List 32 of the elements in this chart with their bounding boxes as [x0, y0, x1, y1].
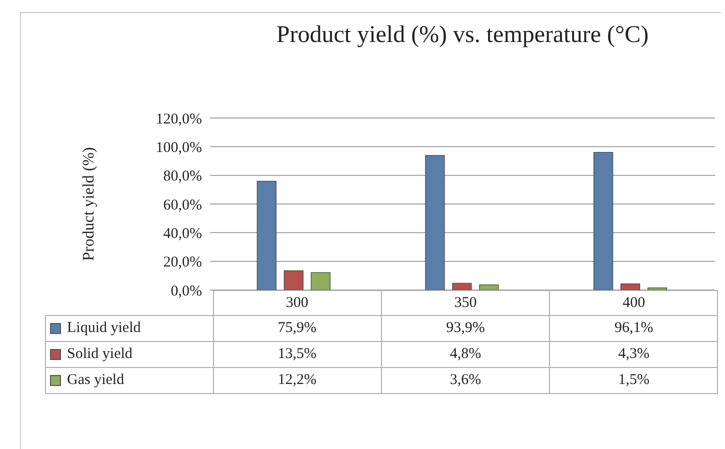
bar	[284, 270, 304, 290]
y-tick-label: 100,0%	[156, 140, 202, 156]
bar	[256, 180, 276, 290]
data-label: 93,9%	[381, 316, 550, 342]
chart-title: Product yield (%) vs. temperature (°C)	[275, 22, 650, 49]
y-tick-label: 40,0%	[163, 226, 202, 242]
data-label: 96,1%	[550, 316, 718, 342]
bar	[620, 284, 640, 290]
data-label: 75,9%	[213, 316, 382, 342]
legend-label: Gas yield	[67, 372, 124, 388]
y-tick-label: 20,0%	[163, 254, 202, 271]
bar	[452, 282, 472, 290]
y-tick-label: 80,0%	[163, 168, 202, 185]
legend-label: Solid yield	[67, 346, 132, 362]
data-label: 3,6%	[381, 368, 550, 394]
bar	[310, 272, 330, 290]
x-tick-label: 350	[381, 290, 550, 316]
bar	[479, 284, 499, 290]
x-tick-label: 400	[550, 290, 718, 316]
data-label: 4,3%	[550, 342, 718, 368]
legend-label: Liquid yield	[67, 320, 141, 336]
y-tick-label: 0,0%	[170, 283, 202, 300]
x-tick-label: 300	[213, 290, 382, 316]
data-label: 1,5%	[550, 368, 718, 394]
y-tick-label: 60,0%	[163, 197, 202, 214]
data-label: 4,8%	[381, 342, 550, 368]
data-label: 12,2%	[213, 368, 382, 394]
bar	[594, 152, 614, 290]
data-label: 13,5%	[213, 342, 382, 368]
y-tick-label: 120,0%	[156, 111, 202, 128]
y-axis-title: Product yield (%)	[80, 147, 98, 261]
bar	[425, 155, 445, 290]
